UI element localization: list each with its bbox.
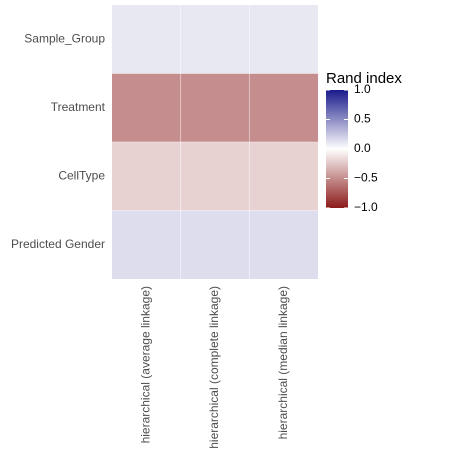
- legend-tick-label: 0.0: [354, 141, 371, 155]
- heatmap-cell: [180, 210, 250, 279]
- heatmap-cell: [112, 73, 181, 142]
- y-axis-labels: Sample_Group Treatment CellType Predicted G…: [11, 31, 106, 251]
- heatmap-cell: [180, 73, 250, 142]
- heatmap-cell: [112, 210, 181, 279]
- x-axis-label: hierarchical (complete linkage): [207, 286, 221, 449]
- heatmap-cell: [112, 5, 181, 74]
- legend-ticks: 1.0 0.5 0.0 −0.5 −1.0: [326, 82, 378, 214]
- legend-tick-label: 1.0: [354, 82, 371, 96]
- legend-title: Rand index: [326, 70, 402, 87]
- legend-colorbar: [326, 90, 348, 208]
- legend-tick-label: −0.5: [354, 171, 378, 185]
- x-axis-labels: hierarchical (average linkage) hierarchic…: [139, 286, 290, 449]
- colorbar-legend: Rand index 1.0 0.5 0.0 −0.5 −1.0: [326, 70, 402, 214]
- y-axis-label: Treatment: [51, 100, 106, 114]
- heatmap-cell: [112, 142, 181, 211]
- heatmap-grid: [112, 5, 319, 279]
- heatmap-cell: [249, 142, 319, 211]
- heatmap-cell: [180, 5, 250, 74]
- legend-tick-label: 0.5: [354, 112, 371, 126]
- y-axis-label: Predicted Gender: [11, 237, 105, 251]
- y-axis-label: CellType: [58, 168, 105, 182]
- heatmap-cell: [249, 210, 319, 279]
- heatmap-cell: [249, 73, 319, 142]
- x-axis-label: hierarchical (median linkage): [276, 286, 290, 439]
- legend-tick-label: −1.0: [354, 200, 378, 214]
- y-axis-label: Sample_Group: [24, 31, 105, 45]
- heatmap-cell: [249, 5, 319, 74]
- x-axis-label: hierarchical (average linkage): [139, 286, 153, 443]
- heatmap-cell: [180, 142, 250, 211]
- heatmap-cells: [112, 5, 319, 279]
